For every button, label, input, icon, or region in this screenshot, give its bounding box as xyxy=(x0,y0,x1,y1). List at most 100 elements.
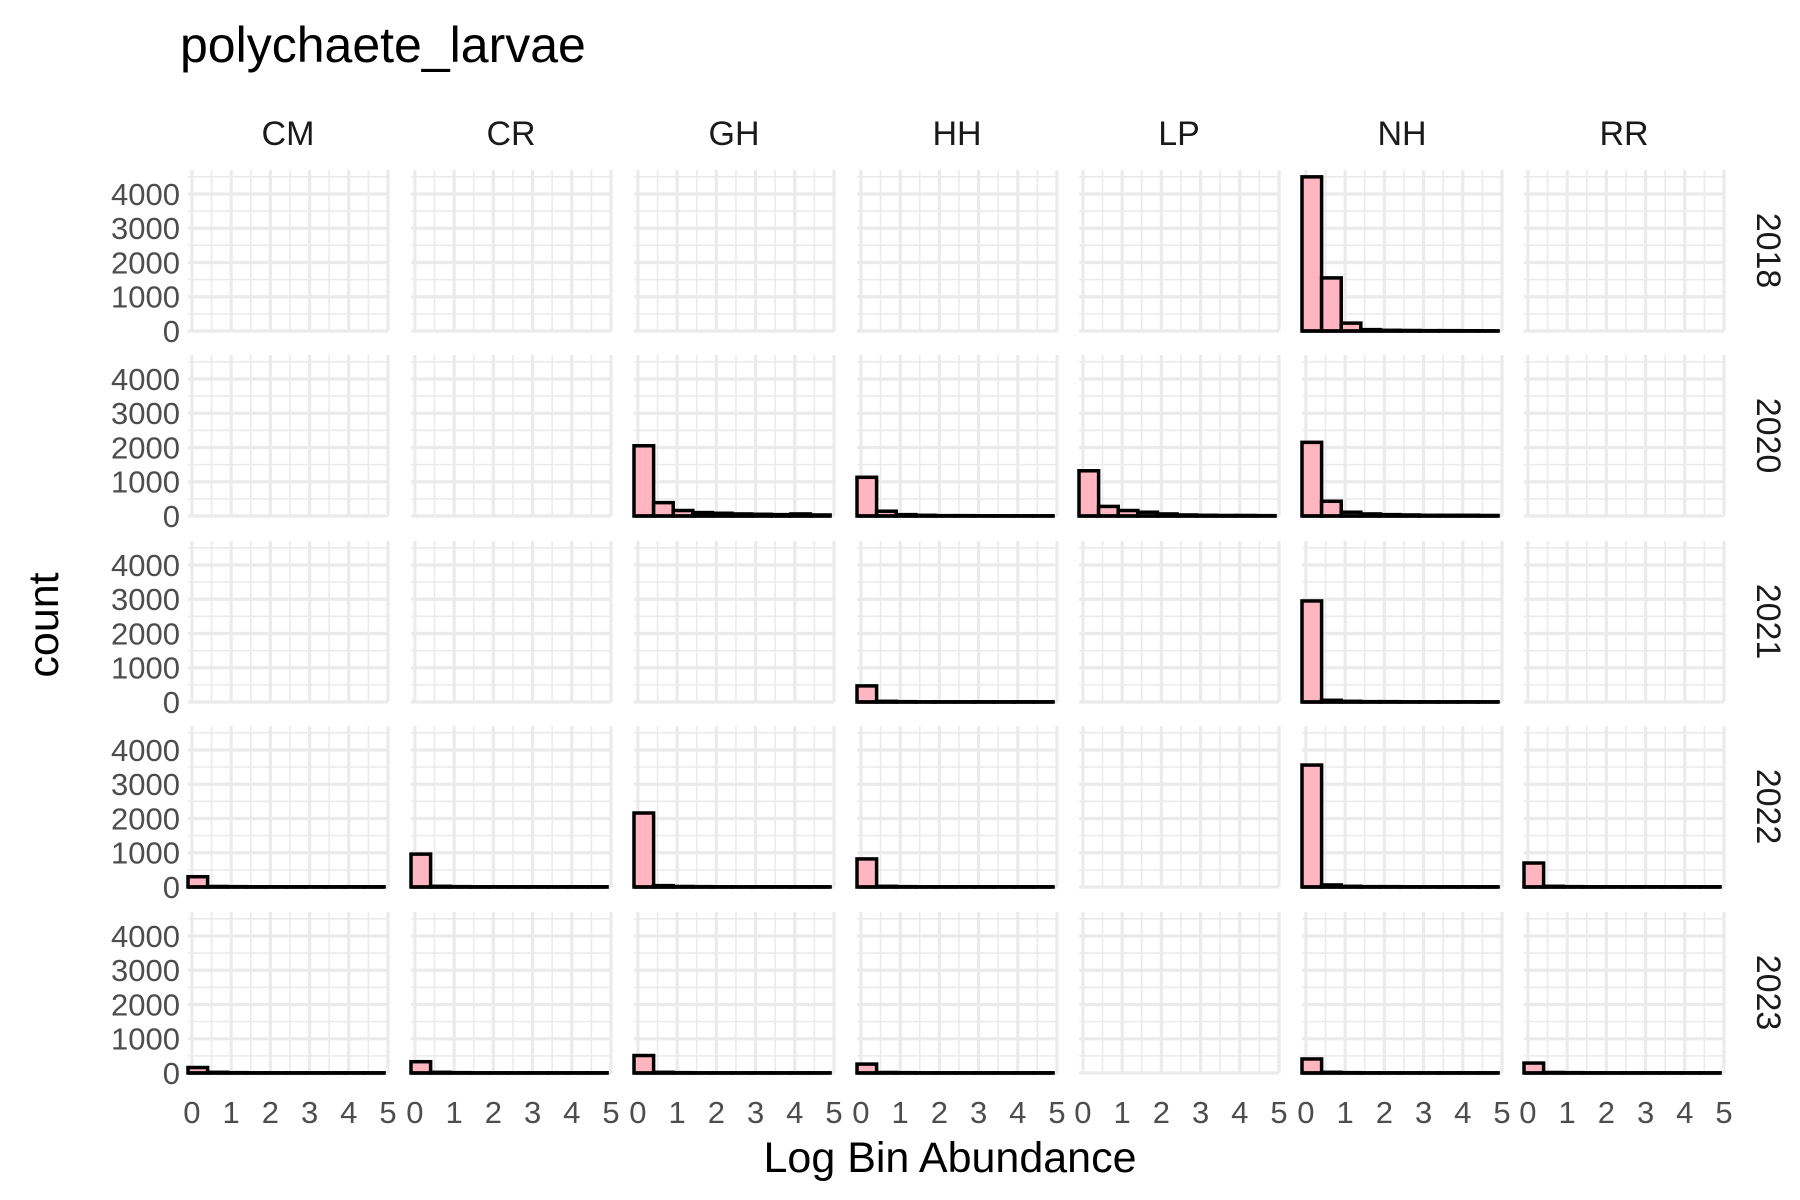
column-strip-cr: CR xyxy=(486,115,535,153)
y-tick-label: 4000 xyxy=(111,919,180,954)
panel-gh-2018 xyxy=(634,170,836,333)
panel-cr-2018 xyxy=(411,170,613,333)
row-strip-2023: 2023 xyxy=(1749,955,1787,1031)
x-tick-label: 4 xyxy=(1009,1095,1026,1130)
x-tick-label: 5 xyxy=(1493,1095,1510,1130)
x-tick-label: 5 xyxy=(602,1095,619,1130)
histogram-bar xyxy=(1300,175,1324,333)
x-tick-label: 3 xyxy=(970,1095,987,1130)
x-tick-label: 3 xyxy=(1637,1095,1654,1130)
y-tick-label: 0 xyxy=(163,1056,180,1091)
y-tick-label: 3000 xyxy=(111,582,180,617)
histogram-bar xyxy=(855,857,879,889)
x-tick-label: 0 xyxy=(1297,1095,1314,1130)
panel-lp-2023 xyxy=(1079,912,1281,1075)
x-tick-label: 4 xyxy=(1454,1095,1471,1130)
panel-hh-2021 xyxy=(855,541,1059,704)
panel-gh-2021 xyxy=(634,541,836,704)
x-tick-label: 4 xyxy=(1231,1095,1248,1130)
histogram-bar xyxy=(1300,763,1324,889)
panel-lp-2020 xyxy=(1077,355,1281,518)
x-tick-label: 1 xyxy=(1559,1095,1576,1130)
x-tick-label: 1 xyxy=(1114,1095,1131,1130)
facet-panels xyxy=(186,170,1726,1075)
histogram-bar xyxy=(1522,861,1546,889)
panel-hh-2020 xyxy=(855,355,1059,518)
panel-rr-2018 xyxy=(1524,170,1726,333)
histogram-bar xyxy=(632,811,656,889)
y-tick-label: 0 xyxy=(163,499,180,534)
panel-nh-2022 xyxy=(1300,726,1504,889)
panel-hh-2023 xyxy=(855,912,1059,1075)
x-tick-label: 1 xyxy=(1337,1095,1354,1130)
histogram-bar xyxy=(1300,1057,1324,1075)
y-tick-label: 3000 xyxy=(111,953,180,988)
column-strip-cm: CM xyxy=(262,115,315,153)
y-tick-label: 0 xyxy=(163,870,180,905)
histogram-bar xyxy=(855,475,879,518)
x-tick-label: 0 xyxy=(1074,1095,1091,1130)
panel-hh-2018 xyxy=(857,170,1059,333)
x-tick-label: 4 xyxy=(563,1095,580,1130)
panel-rr-2020 xyxy=(1524,355,1726,518)
y-tick-label: 2000 xyxy=(111,430,180,465)
y-axis-tick-labels: 0100020003000400001000200030004000010002… xyxy=(111,177,180,1091)
panel-lp-2021 xyxy=(1079,541,1281,704)
x-tick-label: 1 xyxy=(223,1095,240,1130)
x-axis-title: Log Bin Abundance xyxy=(764,1134,1137,1182)
row-strip-labels: 2018 2020 2021 2022 2023 xyxy=(1749,213,1787,1031)
row-strip-2020: 2020 xyxy=(1749,398,1787,474)
column-strip-gh: GH xyxy=(709,115,760,153)
x-tick-label: 3 xyxy=(1415,1095,1432,1130)
y-tick-label: 2000 xyxy=(111,987,180,1022)
panel-cr-2020 xyxy=(411,355,613,518)
x-tick-label: 0 xyxy=(629,1095,646,1130)
panel-nh-2021 xyxy=(1300,541,1504,704)
panel-lp-2022 xyxy=(1079,726,1281,889)
histogram-bar xyxy=(409,852,433,889)
panel-cm-2020 xyxy=(188,355,390,518)
y-axis-title: count xyxy=(20,572,68,677)
column-strip-nh: NH xyxy=(1377,115,1426,153)
x-tick-label: 2 xyxy=(1376,1095,1393,1130)
panel-gh-2022 xyxy=(632,726,836,889)
panel-cm-2022 xyxy=(186,726,390,889)
y-tick-label: 0 xyxy=(163,314,180,349)
histogram-bar xyxy=(1077,469,1101,518)
column-strip-labels: CM CR GH HH LP NH RR xyxy=(262,115,1649,153)
histogram-bar xyxy=(1319,276,1343,333)
y-tick-label: 1000 xyxy=(111,1022,180,1057)
x-tick-label: 1 xyxy=(446,1095,463,1130)
y-tick-label: 2000 xyxy=(111,801,180,836)
panel-cm-2018 xyxy=(188,170,390,333)
panel-cm-2023 xyxy=(186,912,390,1075)
row-strip-2022: 2022 xyxy=(1749,769,1787,845)
x-tick-label: 4 xyxy=(786,1095,803,1130)
x-tick-label: 5 xyxy=(1715,1095,1732,1130)
panel-hh-2022 xyxy=(855,726,1059,889)
panel-nh-2020 xyxy=(1300,355,1504,518)
x-tick-label: 0 xyxy=(183,1095,200,1130)
column-strip-rr: RR xyxy=(1599,115,1648,153)
panel-lp-2018 xyxy=(1079,170,1281,333)
panel-cr-2023 xyxy=(409,912,613,1075)
x-tick-label: 3 xyxy=(524,1095,541,1130)
x-tick-label: 3 xyxy=(1192,1095,1209,1130)
x-tick-label: 1 xyxy=(892,1095,909,1130)
x-tick-label: 5 xyxy=(1270,1095,1287,1130)
panel-rr-2023 xyxy=(1522,912,1726,1075)
panel-gh-2020 xyxy=(632,355,836,518)
x-tick-label: 2 xyxy=(485,1095,502,1130)
x-tick-label: 5 xyxy=(379,1095,396,1130)
x-tick-label: 5 xyxy=(1048,1095,1065,1130)
x-tick-label: 4 xyxy=(340,1095,357,1130)
x-tick-label: 1 xyxy=(669,1095,686,1130)
column-strip-lp: LP xyxy=(1158,115,1200,153)
y-tick-label: 3000 xyxy=(111,396,180,431)
x-tick-label: 0 xyxy=(406,1095,423,1130)
x-tick-label: 2 xyxy=(262,1095,279,1130)
histogram-bar xyxy=(1300,440,1324,518)
y-tick-label: 3000 xyxy=(111,211,180,246)
y-tick-label: 4000 xyxy=(111,548,180,583)
